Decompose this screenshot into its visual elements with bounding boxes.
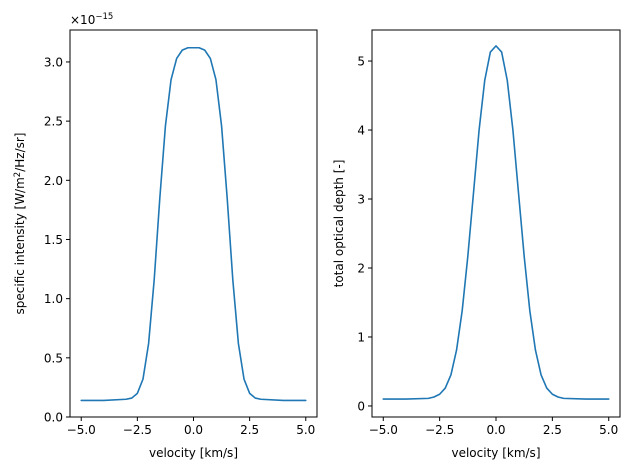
left-panel-specific-intensity: −5.0 −2.5 0.0 2.5 5.0 0.0 0.5 1.0 1.5 2.0 2.5 3.0 v… <box>13 12 318 460</box>
right-x-tick-label: 5.0 <box>599 423 618 437</box>
right-x-tick-label: −2.5 <box>425 423 454 437</box>
left-y-axis-label: specific intensity [W/m2/Hz/sr] <box>13 133 27 315</box>
left-y-tick-label: 1.0 <box>44 292 63 306</box>
left-y-tick-label: 1.5 <box>44 233 63 247</box>
left-y-tick-label: 0.0 <box>44 411 63 425</box>
right-x-tick-label: 2.5 <box>543 423 562 437</box>
left-offset-text: ×10−15 <box>70 12 113 27</box>
right-y-tick-label: 5 <box>357 55 365 69</box>
right-y-tick-label: 3 <box>357 193 365 207</box>
right-y-tick-label: 2 <box>357 261 365 275</box>
right-y-tick-label: 0 <box>357 399 365 413</box>
left-curve-layer <box>80 46 307 402</box>
right-ticks: −5.0 −2.5 0.0 2.5 5.0 0 1 2 3 4 5 <box>357 55 618 437</box>
left-series-line <box>80 46 307 402</box>
left-y-tick-label: 2.0 <box>44 174 63 188</box>
left-y-tick-label: 0.5 <box>44 351 63 365</box>
right-y-tick-label: 1 <box>357 330 365 344</box>
left-offset-base: ×10 <box>70 13 95 27</box>
left-x-tick-label: −5.0 <box>67 423 96 437</box>
left-x-tick-label: 0.0 <box>184 423 203 437</box>
right-curve-layer <box>382 45 610 400</box>
left-x-axis-label: velocity [km/s] <box>149 446 238 460</box>
left-x-tick-label: −2.5 <box>123 423 152 437</box>
left-ticks: −5.0 −2.5 0.0 2.5 5.0 0.0 0.5 1.0 1.5 2.0 2.5 3.0 <box>44 55 315 437</box>
right-x-tick-label: 0.0 <box>486 423 505 437</box>
right-series-line <box>382 45 610 400</box>
left-y-label-tail: /Hz/sr] <box>13 133 27 172</box>
left-x-tick-label: 5.0 <box>296 423 315 437</box>
left-x-tick-label: 2.5 <box>240 423 259 437</box>
right-y-tick-label: 4 <box>357 124 365 138</box>
left-offset-exponent: −15 <box>95 12 113 22</box>
left-y-tick-label: 2.5 <box>44 115 63 129</box>
right-y-axis-label: total optical depth [-] <box>332 160 346 288</box>
left-y-label-main: specific intensity [W/m <box>13 177 27 314</box>
left-y-label-superscript: 2 <box>13 172 23 177</box>
right-x-axis-label: velocity [km/s] <box>451 446 540 460</box>
right-x-tick-label: −5.0 <box>369 423 398 437</box>
left-y-tick-label: 3.0 <box>44 55 63 69</box>
